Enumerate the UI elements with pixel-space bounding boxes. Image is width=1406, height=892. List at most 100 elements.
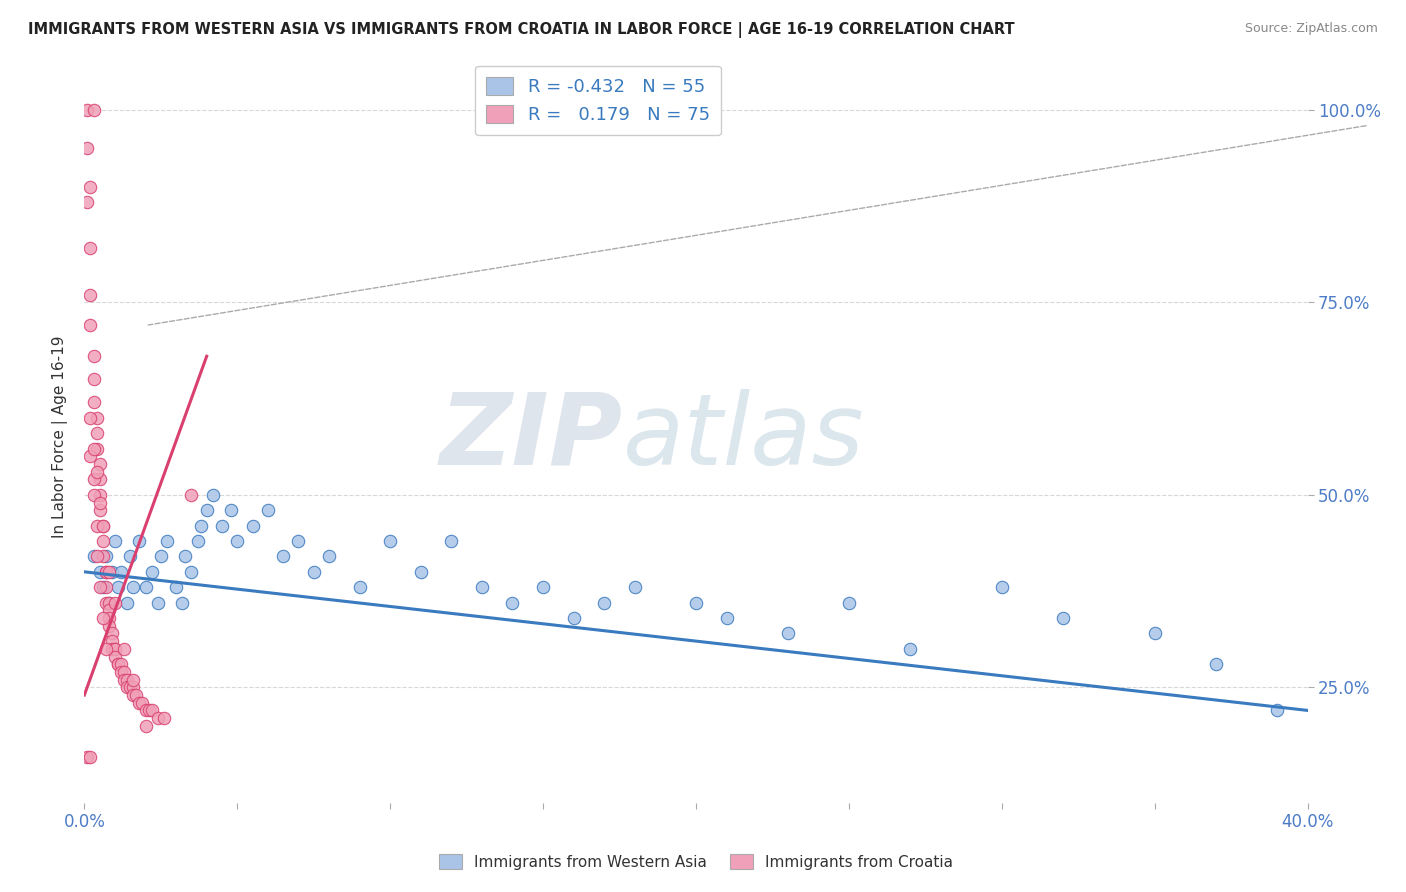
Point [97, 565, 120, 579]
Point [502, 596, 524, 610]
Point [1205, 657, 1227, 672]
Point [104, 596, 127, 610]
Point [104, 641, 127, 656]
Point [97, 596, 120, 610]
Point [195, 503, 218, 517]
Point [112, 665, 135, 679]
Point [94, 580, 117, 594]
Point [79, 242, 101, 256]
Point [107, 657, 129, 672]
Point [112, 641, 135, 656]
Point [135, 580, 157, 594]
Point [86, 442, 108, 456]
Point [131, 696, 153, 710]
Point [190, 518, 212, 533]
Point [122, 673, 145, 687]
Point [76, 103, 98, 117]
Point [991, 580, 1014, 594]
Point [94, 596, 117, 610]
Point [146, 596, 169, 610]
Point [104, 641, 127, 656]
Point [562, 611, 585, 625]
Text: IMMIGRANTS FROM WESTERN ASIA VS IMMIGRANTS FROM CROATIA IN LABOR FORCE | AGE 16-: IMMIGRANTS FROM WESTERN ASIA VS IMMIGRAN… [28, 22, 1015, 38]
Point [83, 103, 105, 117]
Point [186, 534, 208, 549]
Point [409, 565, 432, 579]
Point [97, 611, 120, 625]
Point [104, 649, 127, 664]
Point [83, 472, 105, 486]
Y-axis label: In Labor Force | Age 16-19: In Labor Force | Age 16-19 [52, 335, 69, 539]
Point [180, 565, 202, 579]
Point [1265, 703, 1288, 717]
Point [97, 603, 120, 617]
Point [146, 711, 169, 725]
Point [94, 549, 117, 564]
Point [79, 749, 101, 764]
Point [172, 596, 194, 610]
Text: atlas: atlas [623, 389, 865, 485]
Point [79, 287, 101, 301]
Point [91, 518, 114, 533]
Point [76, 749, 98, 764]
Point [138, 703, 160, 717]
Point [97, 618, 120, 632]
Point [89, 565, 111, 579]
Point [83, 372, 105, 386]
Point [141, 565, 163, 579]
Point [101, 634, 124, 648]
Point [101, 641, 124, 656]
Point [156, 534, 179, 549]
Point [593, 596, 616, 610]
Point [135, 719, 157, 733]
Point [776, 626, 799, 640]
Point [110, 665, 132, 679]
Point [104, 534, 127, 549]
Point [125, 688, 148, 702]
Point [86, 426, 108, 441]
Point [76, 141, 98, 155]
Text: ZIP: ZIP [440, 389, 623, 485]
Point [89, 495, 111, 509]
Point [122, 688, 145, 702]
Point [86, 410, 108, 425]
Point [83, 349, 105, 363]
Point [120, 549, 142, 564]
Point [79, 450, 101, 464]
Point [83, 488, 105, 502]
Point [898, 641, 921, 656]
Point [94, 565, 117, 579]
Point [107, 657, 129, 672]
Point [115, 681, 138, 695]
Point [287, 534, 309, 549]
Point [271, 549, 294, 564]
Point [86, 518, 108, 533]
Point [83, 442, 105, 456]
Point [107, 580, 129, 594]
Point [112, 673, 135, 687]
Point [122, 681, 145, 695]
Point [97, 596, 120, 610]
Point [165, 580, 187, 594]
Point [128, 534, 150, 549]
Legend: Immigrants from Western Asia, Immigrants from Croatia: Immigrants from Western Asia, Immigrants… [433, 847, 959, 876]
Point [79, 318, 101, 333]
Point [318, 549, 340, 564]
Point [91, 580, 114, 594]
Point [531, 580, 554, 594]
Point [89, 472, 111, 486]
Point [91, 549, 114, 564]
Point [174, 549, 197, 564]
Point [716, 611, 738, 625]
Point [471, 580, 494, 594]
Point [115, 673, 138, 687]
Point [79, 410, 101, 425]
Point [349, 580, 371, 594]
Point [440, 534, 463, 549]
Point [91, 518, 114, 533]
Point [110, 657, 132, 672]
Point [86, 465, 108, 479]
Point [91, 611, 114, 625]
Point [211, 518, 233, 533]
Point [83, 395, 105, 409]
